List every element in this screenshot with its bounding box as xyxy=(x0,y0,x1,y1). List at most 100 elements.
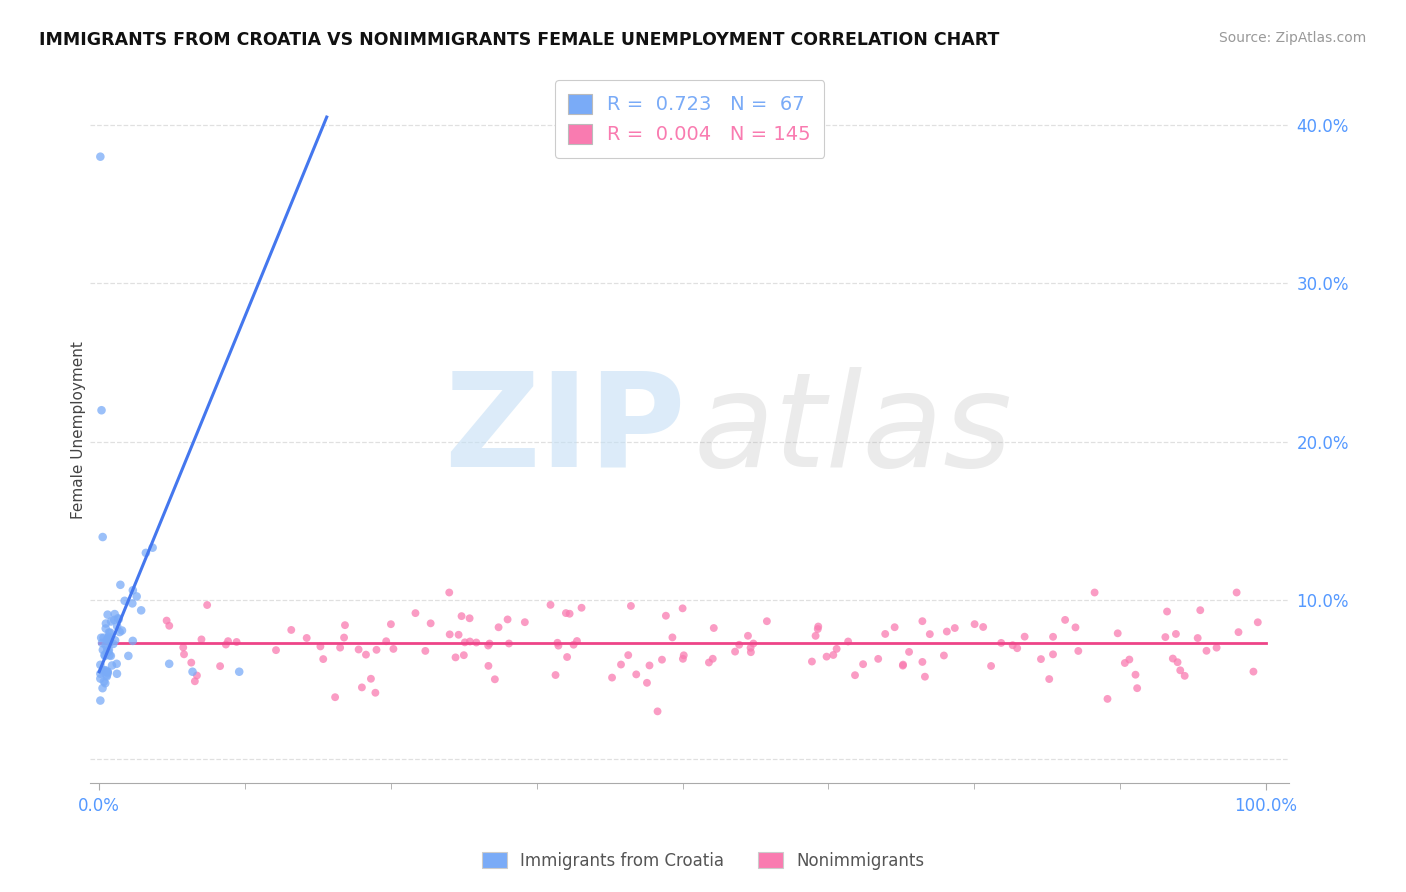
Point xyxy=(844,668,866,682)
Point xyxy=(104,607,127,621)
Point xyxy=(626,667,648,681)
Point xyxy=(458,611,481,625)
Text: atlas: atlas xyxy=(693,367,1012,493)
Point xyxy=(638,658,661,673)
Point xyxy=(1084,585,1107,599)
Point xyxy=(454,635,477,649)
Point xyxy=(98,625,121,640)
Point xyxy=(89,693,111,707)
Point xyxy=(94,638,117,652)
Point xyxy=(96,645,118,659)
Point xyxy=(96,668,118,682)
Y-axis label: Female Unemployment: Female Unemployment xyxy=(72,341,86,519)
Point xyxy=(190,632,212,647)
Point xyxy=(181,665,204,679)
Point xyxy=(1097,692,1119,706)
Point xyxy=(1064,620,1087,634)
Point xyxy=(702,652,724,666)
Point xyxy=(97,666,120,681)
Point xyxy=(91,530,114,544)
Point xyxy=(100,648,122,663)
Point xyxy=(91,643,114,657)
Point xyxy=(225,635,247,649)
Point xyxy=(1042,648,1064,662)
Point xyxy=(439,585,461,599)
Point xyxy=(914,670,936,684)
Point xyxy=(107,611,129,625)
Point xyxy=(97,630,120,644)
Point xyxy=(875,627,897,641)
Point xyxy=(1107,626,1129,640)
Point xyxy=(97,625,120,640)
Point xyxy=(142,541,165,555)
Point xyxy=(156,614,179,628)
Point xyxy=(309,640,332,654)
Point xyxy=(1005,641,1028,656)
Text: IMMIGRANTS FROM CROATIA VS NONIMMIGRANTS FEMALE UNEMPLOYMENT CORRELATION CHART: IMMIGRANTS FROM CROATIA VS NONIMMIGRANTS… xyxy=(39,31,1000,49)
Point xyxy=(90,403,112,417)
Point xyxy=(228,665,250,679)
Point xyxy=(94,616,117,631)
Point xyxy=(295,631,318,645)
Point xyxy=(513,615,536,630)
Point xyxy=(697,656,720,670)
Point xyxy=(135,546,157,560)
Point xyxy=(1247,615,1270,630)
Point xyxy=(980,659,1002,673)
Point xyxy=(96,641,118,656)
Point xyxy=(1161,651,1184,665)
Point xyxy=(103,613,125,627)
Point xyxy=(562,638,585,652)
Point xyxy=(195,598,218,612)
Point xyxy=(97,665,120,679)
Point xyxy=(333,618,356,632)
Point xyxy=(1118,652,1140,666)
Point xyxy=(972,620,994,634)
Legend: R =  0.723   N =  67, R =  0.004   N = 145: R = 0.723 N = 67, R = 0.004 N = 145 xyxy=(555,80,824,158)
Point xyxy=(333,631,356,645)
Point xyxy=(823,648,845,662)
Point xyxy=(280,623,302,637)
Point xyxy=(1205,640,1227,655)
Point xyxy=(1227,625,1250,640)
Point xyxy=(728,638,751,652)
Point xyxy=(800,655,823,669)
Point xyxy=(555,650,578,665)
Point xyxy=(1014,630,1036,644)
Point xyxy=(157,619,180,633)
Point xyxy=(963,617,986,632)
Point xyxy=(96,665,118,679)
Point xyxy=(91,636,114,650)
Point xyxy=(477,639,499,653)
Point xyxy=(419,616,441,631)
Point xyxy=(93,674,115,689)
Point xyxy=(825,641,848,656)
Point xyxy=(1156,605,1178,619)
Point xyxy=(1067,644,1090,658)
Point xyxy=(96,632,118,647)
Point xyxy=(215,638,238,652)
Point xyxy=(98,648,121,663)
Point xyxy=(350,681,373,695)
Point xyxy=(636,675,658,690)
Point xyxy=(465,635,488,649)
Point xyxy=(807,622,830,636)
Point xyxy=(1054,613,1077,627)
Point xyxy=(98,635,121,649)
Point xyxy=(180,656,202,670)
Point xyxy=(89,657,111,672)
Point xyxy=(264,643,287,657)
Point xyxy=(544,668,567,682)
Point xyxy=(671,601,693,615)
Point xyxy=(742,636,765,650)
Point xyxy=(868,652,890,666)
Point xyxy=(157,657,180,671)
Point xyxy=(94,648,117,663)
Point xyxy=(97,645,120,659)
Point xyxy=(1187,631,1209,645)
Text: ZIP: ZIP xyxy=(444,367,686,493)
Point xyxy=(114,594,136,608)
Point xyxy=(105,657,128,671)
Point xyxy=(125,590,148,604)
Point xyxy=(555,606,578,620)
